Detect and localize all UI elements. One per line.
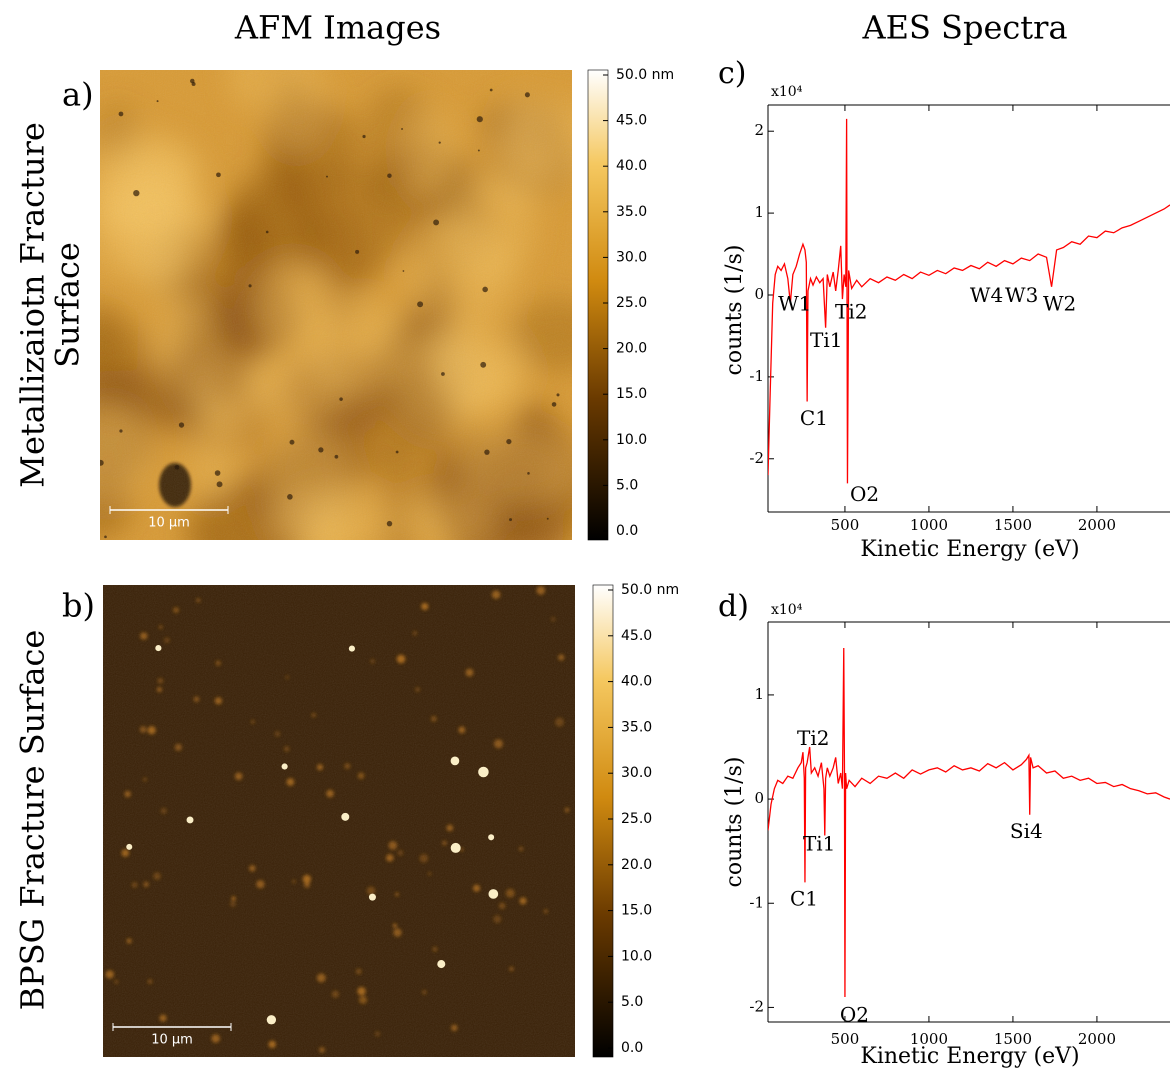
- colorbar-tick-label: 35.0: [621, 719, 652, 735]
- axis-multiplier: x10⁴: [771, 602, 803, 618]
- peak-label: Ti2: [797, 726, 829, 750]
- x-tick-label: 1500: [994, 1030, 1032, 1048]
- colorbar-tick-label: 0.0: [616, 523, 638, 539]
- colorbar-tick-label: 10.0: [616, 432, 647, 448]
- y-tick-label: -2: [749, 997, 764, 1015]
- x-tick-label: 500: [831, 516, 860, 534]
- column-title: AES Spectra: [861, 9, 1067, 47]
- colorbar: [587, 69, 609, 541]
- column-title: AFM Images: [234, 9, 441, 47]
- row-title: BPSG Fracture Surface: [14, 630, 52, 1011]
- colorbar-tick-label: 15.0: [616, 386, 647, 402]
- x-tick-label: 500: [831, 1030, 860, 1048]
- peak-label: O2: [850, 482, 879, 506]
- axis-multiplier: x10⁴: [771, 84, 803, 100]
- peak-label: Ti2: [835, 300, 867, 324]
- colorbar-tick-label: 20.0: [621, 857, 652, 873]
- y-tick-label: -2: [749, 449, 764, 467]
- y-tick-label: 0: [754, 789, 764, 807]
- image-grain: [103, 585, 575, 1057]
- colorbar-tick-label: 50.0 nm: [616, 67, 674, 83]
- x-axis-label: Kinetic Energy (eV): [860, 537, 1079, 562]
- colorbar-tick-label: 20.0: [616, 341, 647, 357]
- x-tick-label: 2000: [1078, 1030, 1116, 1048]
- x-tick-label: 1000: [910, 516, 948, 534]
- panel-label: d): [718, 589, 749, 624]
- x-tick-label: 1000: [910, 1030, 948, 1048]
- peak-label: Ti1: [803, 831, 835, 855]
- scale-bar-label: 10 µm: [148, 516, 190, 531]
- spectrum-line: [768, 118, 1170, 484]
- scale-bar-label: 10 µm: [151, 1033, 193, 1048]
- y-tick-label: 1: [754, 203, 764, 221]
- plot-area: [768, 648, 1170, 998]
- colorbar-tick-label: 25.0: [621, 811, 652, 827]
- colorbar-tick-label: 30.0: [616, 249, 647, 265]
- colorbar-tick-label: 50.0 nm: [621, 582, 679, 598]
- y-axis-label: counts (1/s): [722, 245, 747, 376]
- x-tick-label: 1500: [994, 516, 1032, 534]
- plot-area: [768, 118, 1170, 484]
- image-grain: [100, 70, 572, 540]
- peak-label: W1: [778, 291, 811, 315]
- x-tick-label: 2000: [1078, 516, 1116, 534]
- colorbar-tick-label: 15.0: [621, 903, 652, 919]
- peak-label: W3: [1005, 283, 1038, 307]
- y-tick-label: 1: [754, 685, 764, 703]
- colorbar-tick-label: 5.0: [621, 994, 643, 1010]
- colorbar-tick-label: 0.0: [621, 1040, 643, 1056]
- panel-label: b): [62, 587, 95, 625]
- colorbar-tick-label: 25.0: [616, 295, 647, 311]
- colorbar-tick-label: 40.0: [616, 158, 647, 174]
- spectrum-line: [768, 648, 1170, 998]
- peak-label: W2: [1043, 291, 1076, 315]
- peak-label: C1: [790, 887, 818, 911]
- colorbar-tick-label: 5.0: [616, 477, 638, 493]
- peak-label: W4: [970, 283, 1003, 307]
- y-tick-label: 2: [754, 121, 764, 139]
- panel-label: a): [62, 76, 94, 114]
- afm-image: [103, 585, 575, 1057]
- y-tick-label: -1: [749, 367, 764, 385]
- row-title: Surface: [49, 242, 87, 368]
- colorbar: [592, 584, 614, 1058]
- peak-label: Ti1: [810, 328, 842, 352]
- afm-image: [100, 70, 572, 540]
- peak-label: C1: [800, 406, 828, 430]
- peak-label: Si4: [1010, 819, 1043, 843]
- colorbar-tick-label: 45.0: [616, 113, 647, 129]
- colorbar-tick-label: 40.0: [621, 674, 652, 690]
- y-axis-label: counts (1/s): [722, 757, 747, 888]
- x-axis-label: Kinetic Energy (eV): [860, 1044, 1079, 1069]
- y-tick-label: -1: [749, 893, 764, 911]
- colorbar-tick-label: 35.0: [616, 204, 647, 220]
- colorbar-tick-label: 10.0: [621, 948, 652, 964]
- peak-label: O2: [840, 1002, 869, 1026]
- colorbar-tick-label: 30.0: [621, 765, 652, 781]
- y-tick-label: 0: [754, 285, 764, 303]
- panel-label: c): [718, 56, 747, 91]
- row-title: Metallizaiotn Fracture: [14, 122, 52, 488]
- colorbar-tick-label: 45.0: [621, 628, 652, 644]
